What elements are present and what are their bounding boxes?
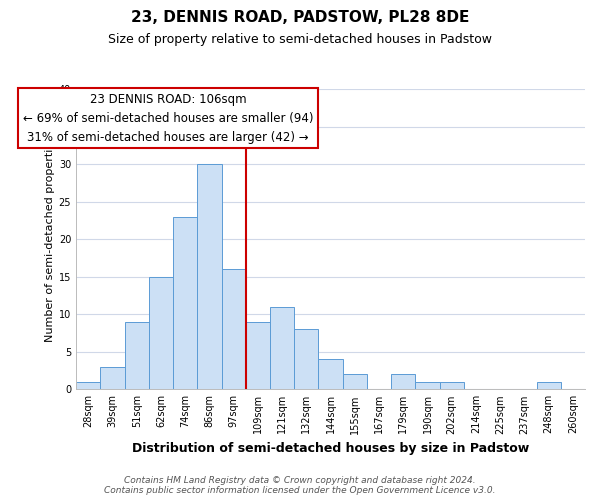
Text: 23 DENNIS ROAD: 106sqm
← 69% of semi-detached houses are smaller (94)
31% of sem: 23 DENNIS ROAD: 106sqm ← 69% of semi-det… <box>23 93 313 144</box>
Bar <box>197 164 221 390</box>
Bar <box>125 322 149 390</box>
Text: Contains HM Land Registry data © Crown copyright and database right 2024.
Contai: Contains HM Land Registry data © Crown c… <box>104 476 496 495</box>
Bar <box>100 367 125 390</box>
Bar <box>415 382 440 390</box>
Bar <box>536 382 561 390</box>
Y-axis label: Number of semi-detached properties: Number of semi-detached properties <box>44 136 55 342</box>
Bar <box>76 382 100 390</box>
Bar <box>440 382 464 390</box>
Bar <box>221 269 246 390</box>
Text: 23, DENNIS ROAD, PADSTOW, PL28 8DE: 23, DENNIS ROAD, PADSTOW, PL28 8DE <box>131 10 469 25</box>
Bar <box>173 216 197 390</box>
Bar <box>149 276 173 390</box>
Bar <box>246 322 270 390</box>
Bar <box>294 329 319 390</box>
X-axis label: Distribution of semi-detached houses by size in Padstow: Distribution of semi-detached houses by … <box>132 442 529 455</box>
Bar <box>270 306 294 390</box>
Text: Size of property relative to semi-detached houses in Padstow: Size of property relative to semi-detach… <box>108 32 492 46</box>
Bar <box>343 374 367 390</box>
Bar <box>391 374 415 390</box>
Bar <box>319 360 343 390</box>
